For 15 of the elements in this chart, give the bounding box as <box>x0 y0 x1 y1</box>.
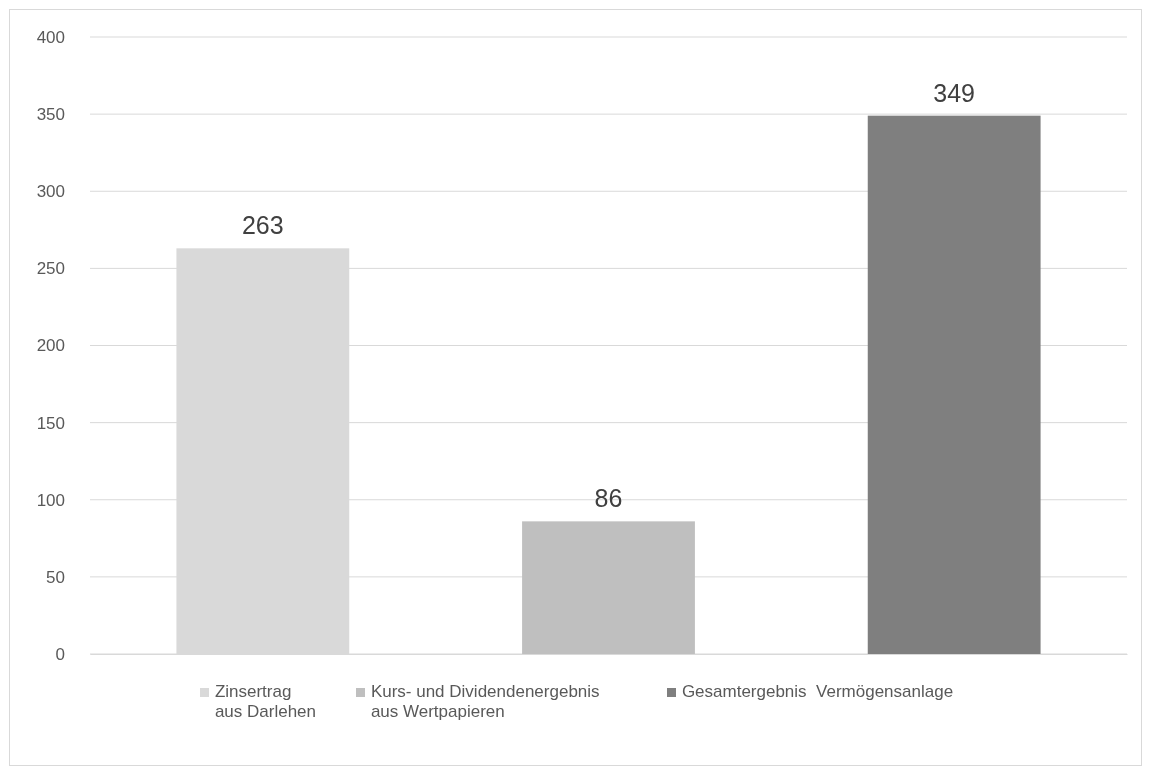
legend-label: Kurs- und Dividendenergebnis aus Wertpapieren <box>370 682 601 722</box>
y-tick-label: 400 <box>36 27 65 47</box>
legend-label: Gesamtergebnis Vermögensanlage <box>681 682 954 702</box>
data-label: 86 <box>594 484 623 513</box>
data-label: 263 <box>241 211 284 240</box>
y-tick-label: 250 <box>36 259 65 279</box>
legend-label: Zinsertrag aus Darlehen <box>214 682 317 722</box>
y-tick-label: 0 <box>55 644 65 664</box>
y-tick-label: 300 <box>36 182 65 202</box>
y-tick-label: 200 <box>36 336 65 356</box>
y-tick-label: 350 <box>36 105 65 125</box>
y-tick-label: 100 <box>36 490 65 510</box>
data-label: 349 <box>933 78 976 107</box>
y-tick-label: 50 <box>46 567 65 587</box>
y-tick-label: 150 <box>36 413 65 433</box>
